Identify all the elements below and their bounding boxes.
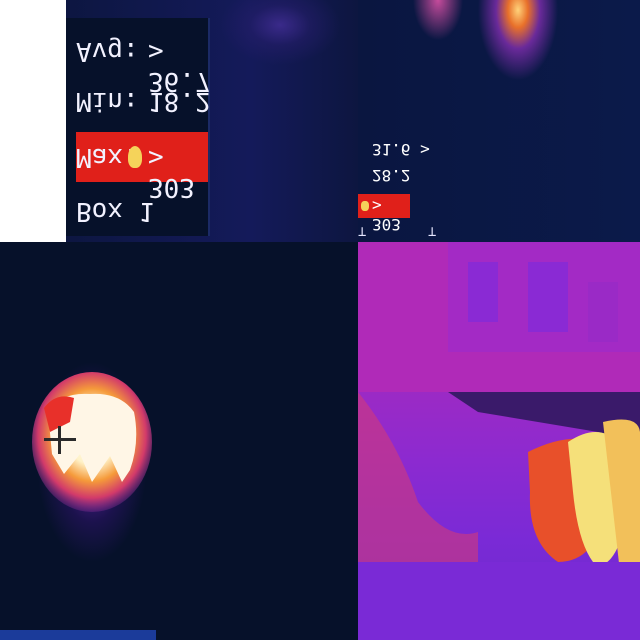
max-value-small: 303 > bbox=[372, 196, 401, 234]
temperature-readout-box: Avg: 36.7 > Min: 18.2 Max: 303 > Box 1 bbox=[66, 18, 211, 236]
thermal-scene bbox=[358, 242, 640, 640]
thermometer-icon bbox=[128, 146, 142, 168]
min-value: 18.2 bbox=[148, 86, 211, 116]
thermal-scene-panel bbox=[358, 242, 640, 640]
thermal-subject-panel bbox=[0, 242, 358, 640]
min-label: Min: bbox=[76, 86, 139, 116]
max-row-small: 303 > bbox=[358, 194, 410, 234]
avg-label: Avg: bbox=[76, 36, 139, 66]
box-row: Box 1 bbox=[76, 190, 202, 230]
thermal-blob bbox=[32, 372, 152, 512]
scale-tick-icon: ⊥ bbox=[358, 224, 367, 240]
readout-panel-small: 31.6 > 28.2 303 > ⊥ ⊥ bbox=[358, 0, 640, 242]
white-margin bbox=[0, 0, 66, 242]
min-row: Min: 18.2 bbox=[76, 80, 211, 120]
avg-value-small: 31.6 > bbox=[372, 140, 430, 159]
min-value-small-row: 28.2 bbox=[372, 166, 411, 185]
avg-row: Avg: 36.7 > bbox=[76, 30, 211, 96]
crosshair bbox=[58, 426, 61, 454]
min-value-small: 28.2 bbox=[372, 166, 411, 185]
max-row: Max: 303 > bbox=[76, 132, 208, 202]
scale-tick-icon: ⊥ bbox=[428, 224, 437, 240]
thermometer-icon bbox=[361, 201, 369, 211]
box-label: Box 1 bbox=[76, 196, 155, 226]
bottom-bar bbox=[0, 630, 156, 640]
avg-value-small-row: 31.6 > bbox=[372, 140, 430, 159]
